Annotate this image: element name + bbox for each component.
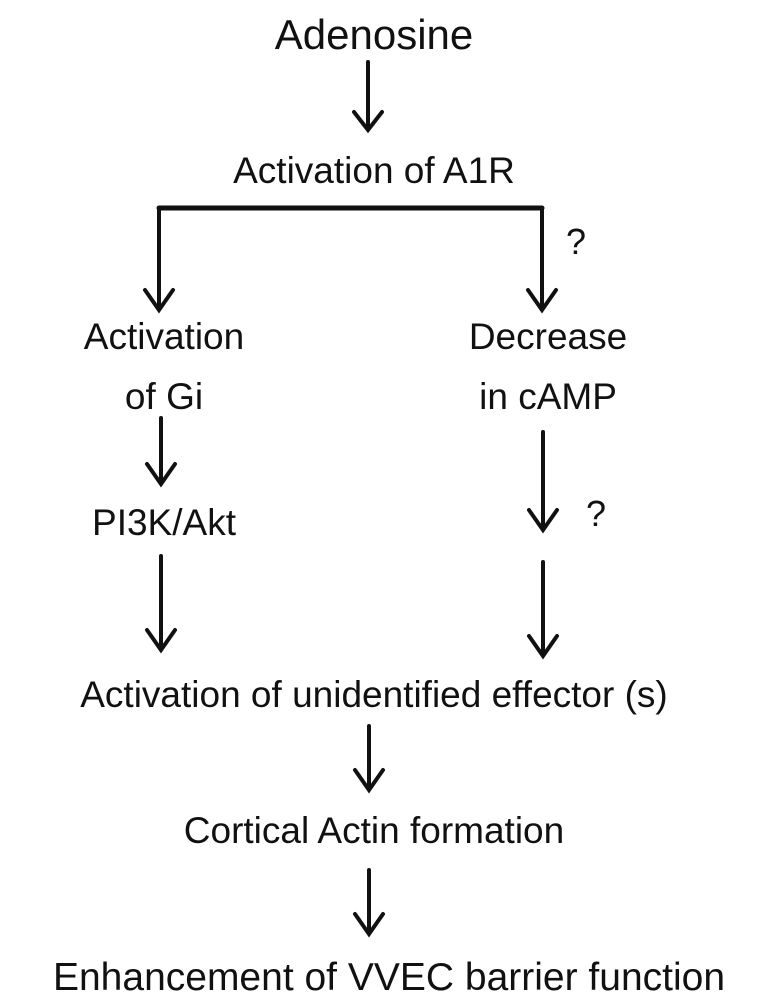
arrow-effector-to-actin xyxy=(353,724,385,794)
node-vvec-barrier: Enhancement of VVEC barrier function xyxy=(52,956,726,999)
node-activation-a1r: Activation of A1R xyxy=(233,150,515,191)
question-mark-branch: ? xyxy=(566,221,587,262)
node-activation-gi-line2: of Gi xyxy=(124,376,204,417)
node-pi3k-akt: PI3K/Akt xyxy=(92,502,236,543)
arrow-camp-to-effector xyxy=(527,560,559,660)
question-mark-camp-path: ? xyxy=(586,493,607,534)
node-decrease-camp-line2: in cAMP xyxy=(479,376,617,417)
arrow-actin-to-barrier xyxy=(353,868,385,938)
arrow-camp-down xyxy=(527,430,559,534)
arrow-pi3k-to-effector xyxy=(145,554,177,654)
node-adenosine: Adenosine xyxy=(274,11,474,58)
branch-connector xyxy=(143,205,558,314)
node-activation-gi-line1: Activation xyxy=(83,316,245,357)
arrow-adenosine-to-a1r xyxy=(352,60,384,134)
node-cortical-actin: Cortical Actin formation xyxy=(183,810,565,851)
arrow-gi-to-pi3k xyxy=(145,416,177,488)
node-decrease-camp-line1: Decrease xyxy=(468,316,628,357)
node-effector-activation: Activation of unidentified effector (s) xyxy=(80,674,668,715)
